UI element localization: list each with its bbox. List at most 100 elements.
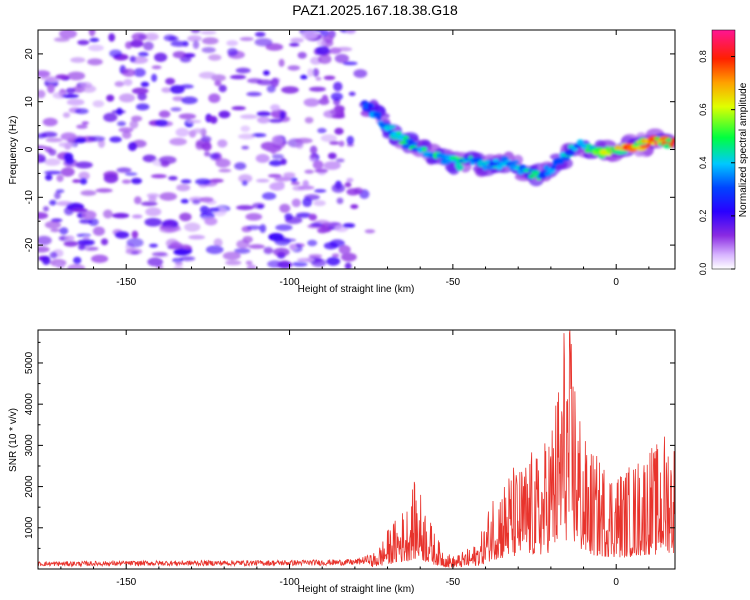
heatmap-noise-blob — [188, 234, 206, 240]
heatmap-noise-blob — [199, 197, 214, 203]
heatmap-noise-blob — [195, 178, 212, 185]
heatmap-noise-blob — [140, 81, 150, 88]
snr-panel: -150 -100 -50 0 1000 2000 3000 4000 5000 Height … — [8, 329, 676, 595]
heatmap-noise-blob — [88, 218, 99, 227]
heatmap-noise-blob — [314, 169, 329, 173]
heatmap-noise-blob — [270, 104, 281, 112]
colorbar: 0.0 0.2 0.4 0.6 0.8 Normalized spectral ampl… — [698, 29, 749, 275]
heatmap-noise-blob — [81, 121, 89, 125]
heatmap-noise-blob — [38, 235, 52, 246]
heatmap-noise-blob — [125, 172, 138, 176]
heatmap-noise-blob — [295, 212, 312, 218]
heatmap-noise-blob — [239, 37, 254, 41]
heatmap-noise-blob — [287, 65, 301, 71]
heatmap-noise-blob — [195, 141, 205, 150]
heatmap-noise-blob — [338, 140, 345, 147]
heatmap-noise-blob — [200, 135, 212, 143]
heatmap-noise-blob — [303, 98, 320, 107]
heatmap-noise-blob — [342, 61, 358, 66]
heatmap-noise-blob — [81, 210, 97, 220]
heatmap-noise-blob — [45, 137, 63, 143]
heatmap-noise-blob — [290, 37, 304, 43]
heatmap-noise-blob — [353, 187, 363, 194]
heatmap-noise-blob — [279, 110, 286, 120]
heatmap-noise-blob — [38, 133, 47, 139]
heatmap-noise-blob — [116, 167, 132, 173]
heatmap-noise-blob — [300, 74, 308, 80]
snr-y-tick-label: 4000 — [24, 393, 35, 416]
heatmap-noise-blob — [246, 264, 257, 269]
heatmap-noise-blob — [280, 158, 287, 165]
heatmap-noise-blob — [218, 84, 227, 93]
snr-y-tick-label: 1000 — [24, 516, 35, 539]
heatmap-noise-blob — [133, 68, 146, 77]
heatmap-noise-blob — [165, 77, 176, 85]
heatmap-noise-blob — [236, 205, 254, 211]
heatmap-noise-blob — [125, 248, 143, 255]
heatmap-noise-blob — [44, 170, 62, 175]
heatmap-noise-blob — [159, 192, 177, 201]
heatmap-noise-blob — [215, 158, 231, 168]
colorbar-tick-label: 0.6 — [698, 103, 708, 116]
heatmap-noise-blob — [44, 221, 62, 229]
heatmap-noise-blob — [304, 169, 315, 174]
heatmap-noise-blob — [231, 106, 246, 111]
heatmap-noise-blob — [151, 73, 158, 82]
heatmap-noise-blob — [289, 42, 300, 47]
heatmap-noise-blob — [265, 43, 284, 51]
heatmap-noise-blob — [266, 85, 276, 93]
heatmap-noise-blob — [205, 115, 215, 121]
heatmap-noise-blob — [192, 199, 201, 205]
heatmap-noise-blob — [114, 81, 125, 87]
heatmap-noise-blob — [330, 92, 343, 101]
heatmap-noise-blob — [130, 39, 144, 48]
heatmap-y-tick-label: 10 — [24, 96, 35, 108]
heatmap-ridge-blob — [528, 174, 536, 179]
heatmap-noise-blob — [344, 181, 352, 188]
heatmap-noise-blob — [312, 68, 320, 77]
heatmap-noise-blob — [77, 39, 90, 46]
heatmap-noise-blob — [158, 156, 177, 164]
heatmap-noise-blob — [310, 222, 323, 227]
heatmap-noise-blob — [66, 98, 85, 106]
heatmap-ridge-blob — [376, 115, 382, 121]
heatmap-noise-blob — [256, 178, 270, 183]
heatmap-noise-blob — [55, 262, 63, 268]
heatmap-noise-blob — [126, 238, 144, 248]
heatmap-noise-blob — [190, 30, 201, 34]
heatmap-noise-blob — [159, 225, 178, 234]
heatmap-noise-blob — [277, 261, 293, 269]
heatmap-noise-blob — [275, 224, 293, 231]
heatmap-noise-blob — [331, 253, 340, 258]
heatmap-noise-blob — [268, 174, 282, 178]
heatmap-noise-blob — [281, 86, 299, 94]
heatmap-noise-blob — [71, 208, 88, 213]
heatmap-noise-blob — [241, 145, 249, 150]
colorbar-tick-label: 0.2 — [698, 210, 708, 223]
heatmap-noise-blob — [302, 180, 309, 188]
heatmap-noise-blob — [131, 87, 149, 95]
heatmap-noise-blob — [168, 176, 178, 181]
heatmap-noise-blob — [72, 85, 86, 93]
heatmap-noise-blob — [76, 233, 91, 238]
heatmap-noise-blob — [257, 204, 264, 209]
heatmap-noise-blob — [264, 248, 274, 254]
heatmap-noise-blob — [309, 145, 318, 154]
colorbar-tick-label: 0.8 — [698, 50, 708, 63]
heatmap-noise-blob — [309, 86, 326, 92]
heatmap-noise-blob — [179, 56, 192, 63]
heatmap-noise-blob — [201, 142, 212, 151]
heatmap-noise-blob — [180, 179, 192, 184]
heatmap-noise-blob — [118, 93, 136, 103]
heatmap-noise-blob — [144, 217, 162, 227]
heatmap-noise-blob — [291, 198, 301, 208]
heatmap-noise-blob — [290, 181, 301, 186]
heatmap-noise-blob — [240, 125, 251, 132]
heatmap-noise-blob — [179, 212, 192, 222]
heatmap-noise-blob — [50, 228, 61, 233]
heatmap-noise-blob — [348, 91, 356, 96]
heatmap-noise-blob — [257, 116, 271, 124]
heatmap-noise-blob — [238, 174, 253, 183]
heatmap-noise-blob — [40, 76, 58, 81]
heatmap-noise-blob — [214, 80, 222, 87]
